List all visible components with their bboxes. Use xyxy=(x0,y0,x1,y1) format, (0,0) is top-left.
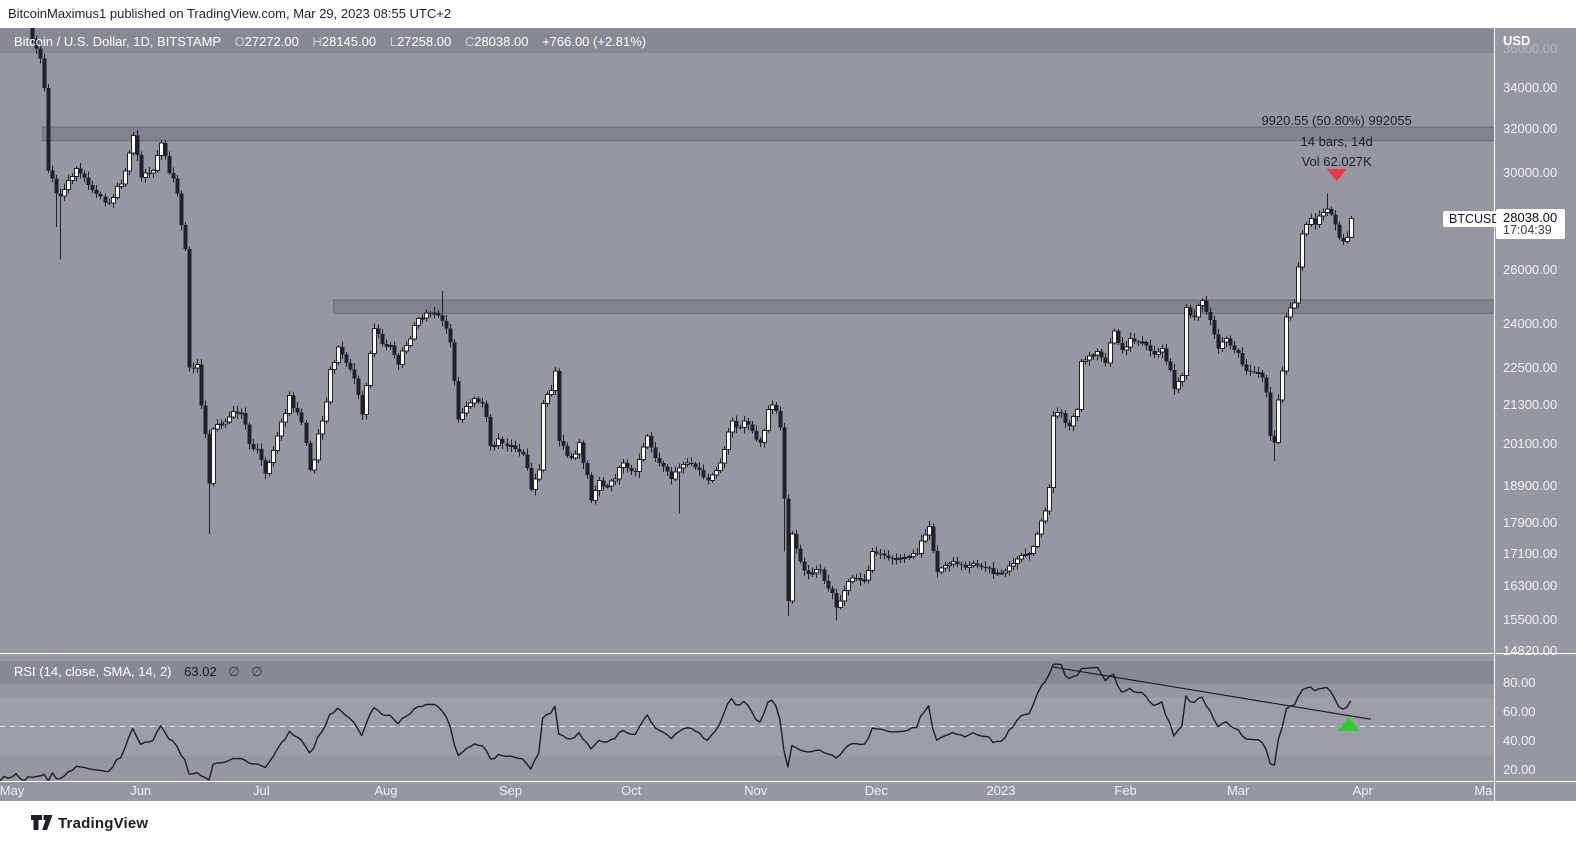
price-axis-label: 21300.00 xyxy=(1503,396,1558,412)
price-axis-label: 32000.00 xyxy=(1503,121,1558,137)
time-axis-label: Apr xyxy=(1352,783,1373,798)
measure-annotation: 9920.55 (50.80%) 992055 14 bars, 14d Vol… xyxy=(1217,111,1457,173)
time-axis-label: Oct xyxy=(621,783,642,798)
published-info-bar: BitcoinMaximus1 published on TradingView… xyxy=(0,0,1576,28)
rsi-legend: RSI (14, close, SMA, 14, 2) 63.02 ∅ ∅ xyxy=(14,664,263,680)
close-label: C xyxy=(464,34,475,49)
time-axis-label: Jul xyxy=(252,783,270,798)
price-axis-label: 16300.00 xyxy=(1503,578,1558,594)
price-axis-currency: USD xyxy=(1503,33,1531,48)
price-axis-label: 17900.00 xyxy=(1503,514,1558,530)
time-axis-label: Aug xyxy=(374,783,398,798)
tradingview-brand-text[interactable]: TradingView xyxy=(58,815,149,832)
price-axis-label: 20100.00 xyxy=(1503,436,1558,452)
time-axis-label: Ma xyxy=(1474,783,1493,798)
rsi-axis-label: 40.00 xyxy=(1503,733,1536,748)
change-value: +766.00 (+2.81%) xyxy=(542,34,647,49)
rsi-title: RSI (14, close, SMA, 14, 2) xyxy=(14,664,172,679)
close-value: 28038.00 xyxy=(474,34,529,49)
low-label: L xyxy=(389,34,397,49)
time-axis-label: Nov xyxy=(744,783,768,798)
time-axis-label: Dec xyxy=(864,783,888,798)
open-label: O xyxy=(234,34,245,49)
price-axis-label: 34000.00 xyxy=(1503,80,1558,95)
symbol-price-flag: BTCUSD xyxy=(1443,211,1507,227)
rsi-axis-label: 80.00 xyxy=(1503,675,1536,690)
high-label: H xyxy=(312,34,322,49)
symbol-legend: Bitcoin / U.S. Dollar, 1D, BITSTAMP O272… xyxy=(14,34,646,49)
time-axis-label: Feb xyxy=(1114,783,1137,798)
measure-price-range: 9920.55 (50.80%) 992055 xyxy=(1261,113,1412,128)
measure-bar-count: 14 bars, 14d xyxy=(1300,133,1373,149)
price-axis-label: 18900.00 xyxy=(1503,477,1558,493)
price-axis-label: 26000.00 xyxy=(1503,261,1558,277)
low-value: 27258.00 xyxy=(396,34,452,49)
rsi-value: 63.02 xyxy=(184,664,217,679)
price-axis-label: 22500.00 xyxy=(1503,359,1558,375)
tradingview-logo-icon[interactable] xyxy=(30,814,54,831)
time-axis[interactable]: May Jun Jul Aug Sep Oct Nov Dec 2023 Feb Mar Apr Ma xyxy=(0,782,1494,801)
price-axis-label-faded: 36000.00 xyxy=(1503,41,1558,57)
price-axis-label: 14820.00 xyxy=(1503,642,1558,658)
published-info-text: BitcoinMaximus1 published on TradingView… xyxy=(8,6,452,21)
time-axis-label: Jun xyxy=(130,783,152,798)
rsi-hidden-series-1: ∅ xyxy=(228,664,240,679)
price-axis-label: 24000.00 xyxy=(1503,316,1558,331)
open-value: 27272.00 xyxy=(244,34,299,49)
symbol-title: Bitcoin / U.S. Dollar, 1D, BITSTAMP xyxy=(14,34,221,49)
price-axis-label: 15500.00 xyxy=(1503,612,1558,628)
time-axis-label: Sep xyxy=(498,783,523,798)
footer-bar: TradingView xyxy=(0,801,1576,845)
last-price-badge: 28038.00 17:04:39 xyxy=(1496,209,1565,239)
price-axis-label: 17100.00 xyxy=(1503,545,1558,561)
time-axis-label: Mar xyxy=(1226,783,1250,798)
rsi-axis-label: 20.00 xyxy=(1503,762,1536,777)
rsi-axis-label: 60.00 xyxy=(1503,704,1536,719)
rsi-hidden-series-2: ∅ xyxy=(251,664,263,679)
last-price: 28038.00 xyxy=(1503,210,1558,225)
time-axis-label: May xyxy=(0,783,25,798)
bar-countdown: 17:04:39 xyxy=(1503,223,1552,237)
time-axis-label: 2023 xyxy=(986,783,1016,798)
price-axis-label: 30000.00 xyxy=(1503,164,1558,180)
high-value: 28145.00 xyxy=(321,34,377,49)
measure-volume: Vol 62.027K xyxy=(1301,154,1372,169)
